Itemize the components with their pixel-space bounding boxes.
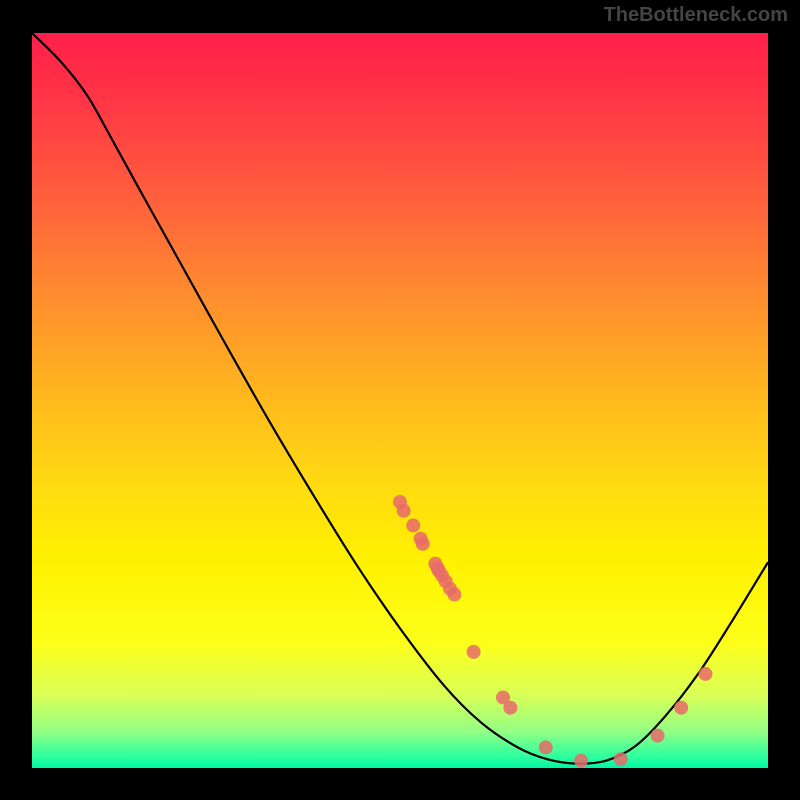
data-marker [503, 701, 517, 715]
data-marker [447, 588, 461, 602]
data-marker [674, 701, 688, 715]
data-marker [467, 645, 481, 659]
data-marker [416, 537, 430, 551]
data-marker [539, 740, 553, 754]
marker-group [393, 495, 712, 768]
bottleneck-curve [32, 33, 768, 764]
data-marker [651, 729, 665, 743]
data-marker [614, 752, 628, 766]
data-marker [406, 518, 420, 532]
data-marker [397, 504, 411, 518]
chart-svg [32, 33, 768, 768]
data-marker [698, 667, 712, 681]
data-marker [574, 754, 588, 768]
plot-area [32, 33, 768, 768]
watermark-text: TheBottleneck.com [604, 4, 788, 27]
